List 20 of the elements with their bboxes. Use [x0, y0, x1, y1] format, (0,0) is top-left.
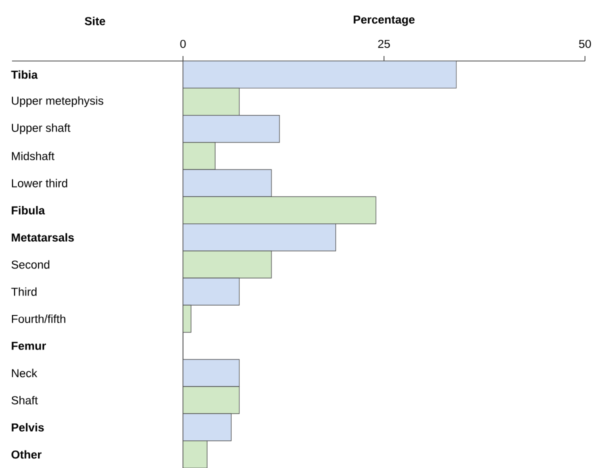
y-tick-label: Third [11, 287, 36, 296]
y-tick-label: Midshaft [12, 152, 54, 160]
y-tick-label: Fibula [12, 206, 45, 214]
y-tick-label: Femur [12, 342, 46, 350]
y-tick-label: Lower third [12, 178, 68, 188]
x-tick-label: 50 [579, 40, 591, 48]
y-tick-label: Tibia [11, 70, 38, 79]
y-tick-label: Pelvis [12, 423, 44, 432]
x-tick-label: 25 [378, 40, 390, 48]
y-tick-label: Upper metephysis [12, 96, 104, 108]
y-tick-label: Fourth/fifth [12, 314, 66, 323]
y-tick-label: Upper shaft [12, 123, 70, 134]
x-axis-title: Percentage [354, 16, 415, 26]
y-tick-label: Metatarsals [12, 233, 74, 242]
y-axis-title: Site [84, 16, 106, 26]
y-tick-label: Second [12, 260, 50, 269]
y-tick-label: Shaft [12, 396, 38, 404]
y-tick-label: Other [12, 450, 42, 459]
y-tick-label: Neck [12, 368, 38, 378]
x-tick-label: 0 [180, 40, 186, 48]
